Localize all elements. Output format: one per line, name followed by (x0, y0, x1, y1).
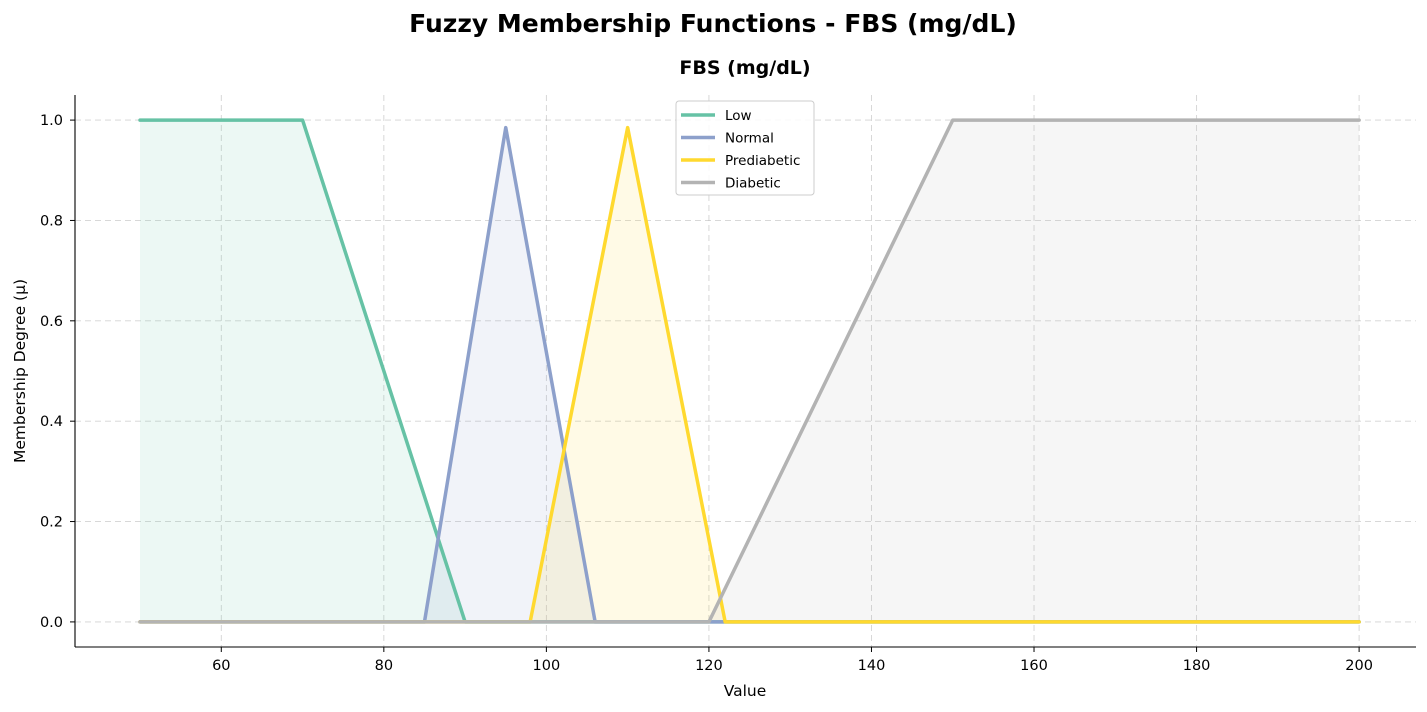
y-tick-label-0.0: 0.0 (40, 615, 63, 631)
legend-label-diabetic: Diabetic (725, 176, 781, 192)
x-axis-label: Value (724, 682, 767, 700)
y-tick-label-0.6: 0.6 (40, 314, 63, 330)
legend-label-normal: Normal (725, 131, 774, 147)
x-tick-label-160: 160 (1020, 658, 1048, 674)
series-line-diabetic (138, 118, 1361, 624)
area-fill-diabetic (140, 120, 1360, 622)
x-axis-ticks: 60 80 100 120 140 160 180 200 (212, 647, 1373, 674)
y-tick-label-0.2: 0.2 (40, 515, 63, 531)
x-tick-label-140: 140 (858, 658, 886, 674)
y-tick-label-1.0: 1.0 (40, 113, 63, 129)
x-tick-label-100: 100 (533, 658, 561, 674)
x-tick-label-180: 180 (1183, 658, 1211, 674)
area-fill-low (140, 120, 1360, 622)
y-axis-ticks: 0.0 0.2 0.4 0.6 0.8 1.0 (40, 113, 75, 631)
series-lines (138, 118, 1361, 624)
x-tick-label-80: 80 (375, 658, 393, 674)
legend-label-low: Low (725, 108, 752, 124)
legend-box (675, 100, 815, 196)
x-tick-label-60: 60 (212, 658, 230, 674)
chart-title: FBS (mg/dL) (679, 57, 810, 79)
figure-suptitle: Fuzzy Membership Functions - FBS (mg/dL) (409, 9, 1017, 38)
y-tick-label-0.8: 0.8 (40, 213, 63, 229)
y-tick-label-0.4: 0.4 (40, 414, 63, 430)
x-tick-label-200: 200 (1345, 658, 1373, 674)
x-tick-label-120: 120 (695, 658, 723, 674)
legend: Low Normal Prediabetic Diabetic (675, 100, 815, 196)
legend-label-prediabetic: Prediabetic (725, 153, 800, 169)
y-axis-label: Membership Degree (μ) (11, 279, 29, 463)
